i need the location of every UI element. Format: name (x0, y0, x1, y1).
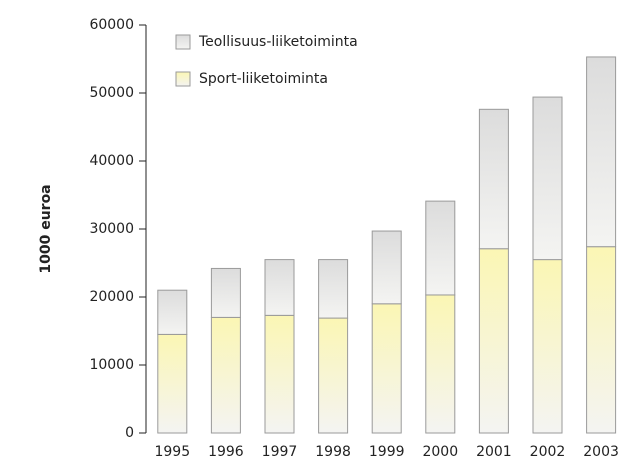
x-tick-label: 1998 (315, 444, 351, 460)
y-tick-label: 0 (125, 425, 134, 441)
bar-segment (157, 289, 188, 335)
bar-segment (371, 230, 402, 305)
legend-label: Sport-liiketoiminta (199, 71, 328, 87)
legend-swatch (175, 71, 191, 87)
bar-segment (532, 259, 563, 434)
bar-segment (157, 333, 188, 434)
x-tick-label: 2002 (530, 444, 566, 460)
x-tick-label: 1995 (154, 444, 190, 460)
bar-segment (586, 56, 617, 248)
x-tick-label: 2003 (583, 444, 619, 460)
x-tick-label: 1997 (262, 444, 298, 460)
x-tick-label: 2001 (476, 444, 512, 460)
y-axis-label: 1000 euroa (38, 184, 54, 273)
bar-segment (210, 316, 241, 434)
y-tick-label: 10000 (89, 357, 134, 373)
bar-segment (586, 246, 617, 434)
bar-segment (318, 317, 349, 434)
y-tick-label: 30000 (89, 221, 134, 237)
legend-swatch (175, 34, 191, 50)
bar-segment (478, 108, 509, 250)
y-tick-label: 40000 (89, 153, 134, 169)
bar-segment (264, 259, 295, 316)
bar-segment (425, 200, 456, 296)
bar-segment (532, 96, 563, 261)
x-tick-label: 2000 (422, 444, 458, 460)
y-tick-label: 50000 (89, 85, 134, 101)
bar-segment (210, 267, 241, 318)
bar-segment (478, 248, 509, 434)
x-tick-label: 1996 (208, 444, 244, 460)
bar-segment (425, 294, 456, 434)
x-tick-label: 1999 (369, 444, 405, 460)
bar-segment (371, 303, 402, 434)
bar-segment (318, 259, 349, 319)
legend-label: Teollisuus-liiketoiminta (198, 34, 358, 50)
y-tick-label: 60000 (89, 17, 134, 33)
bar-segment (264, 314, 295, 434)
y-tick-label: 20000 (89, 289, 134, 305)
